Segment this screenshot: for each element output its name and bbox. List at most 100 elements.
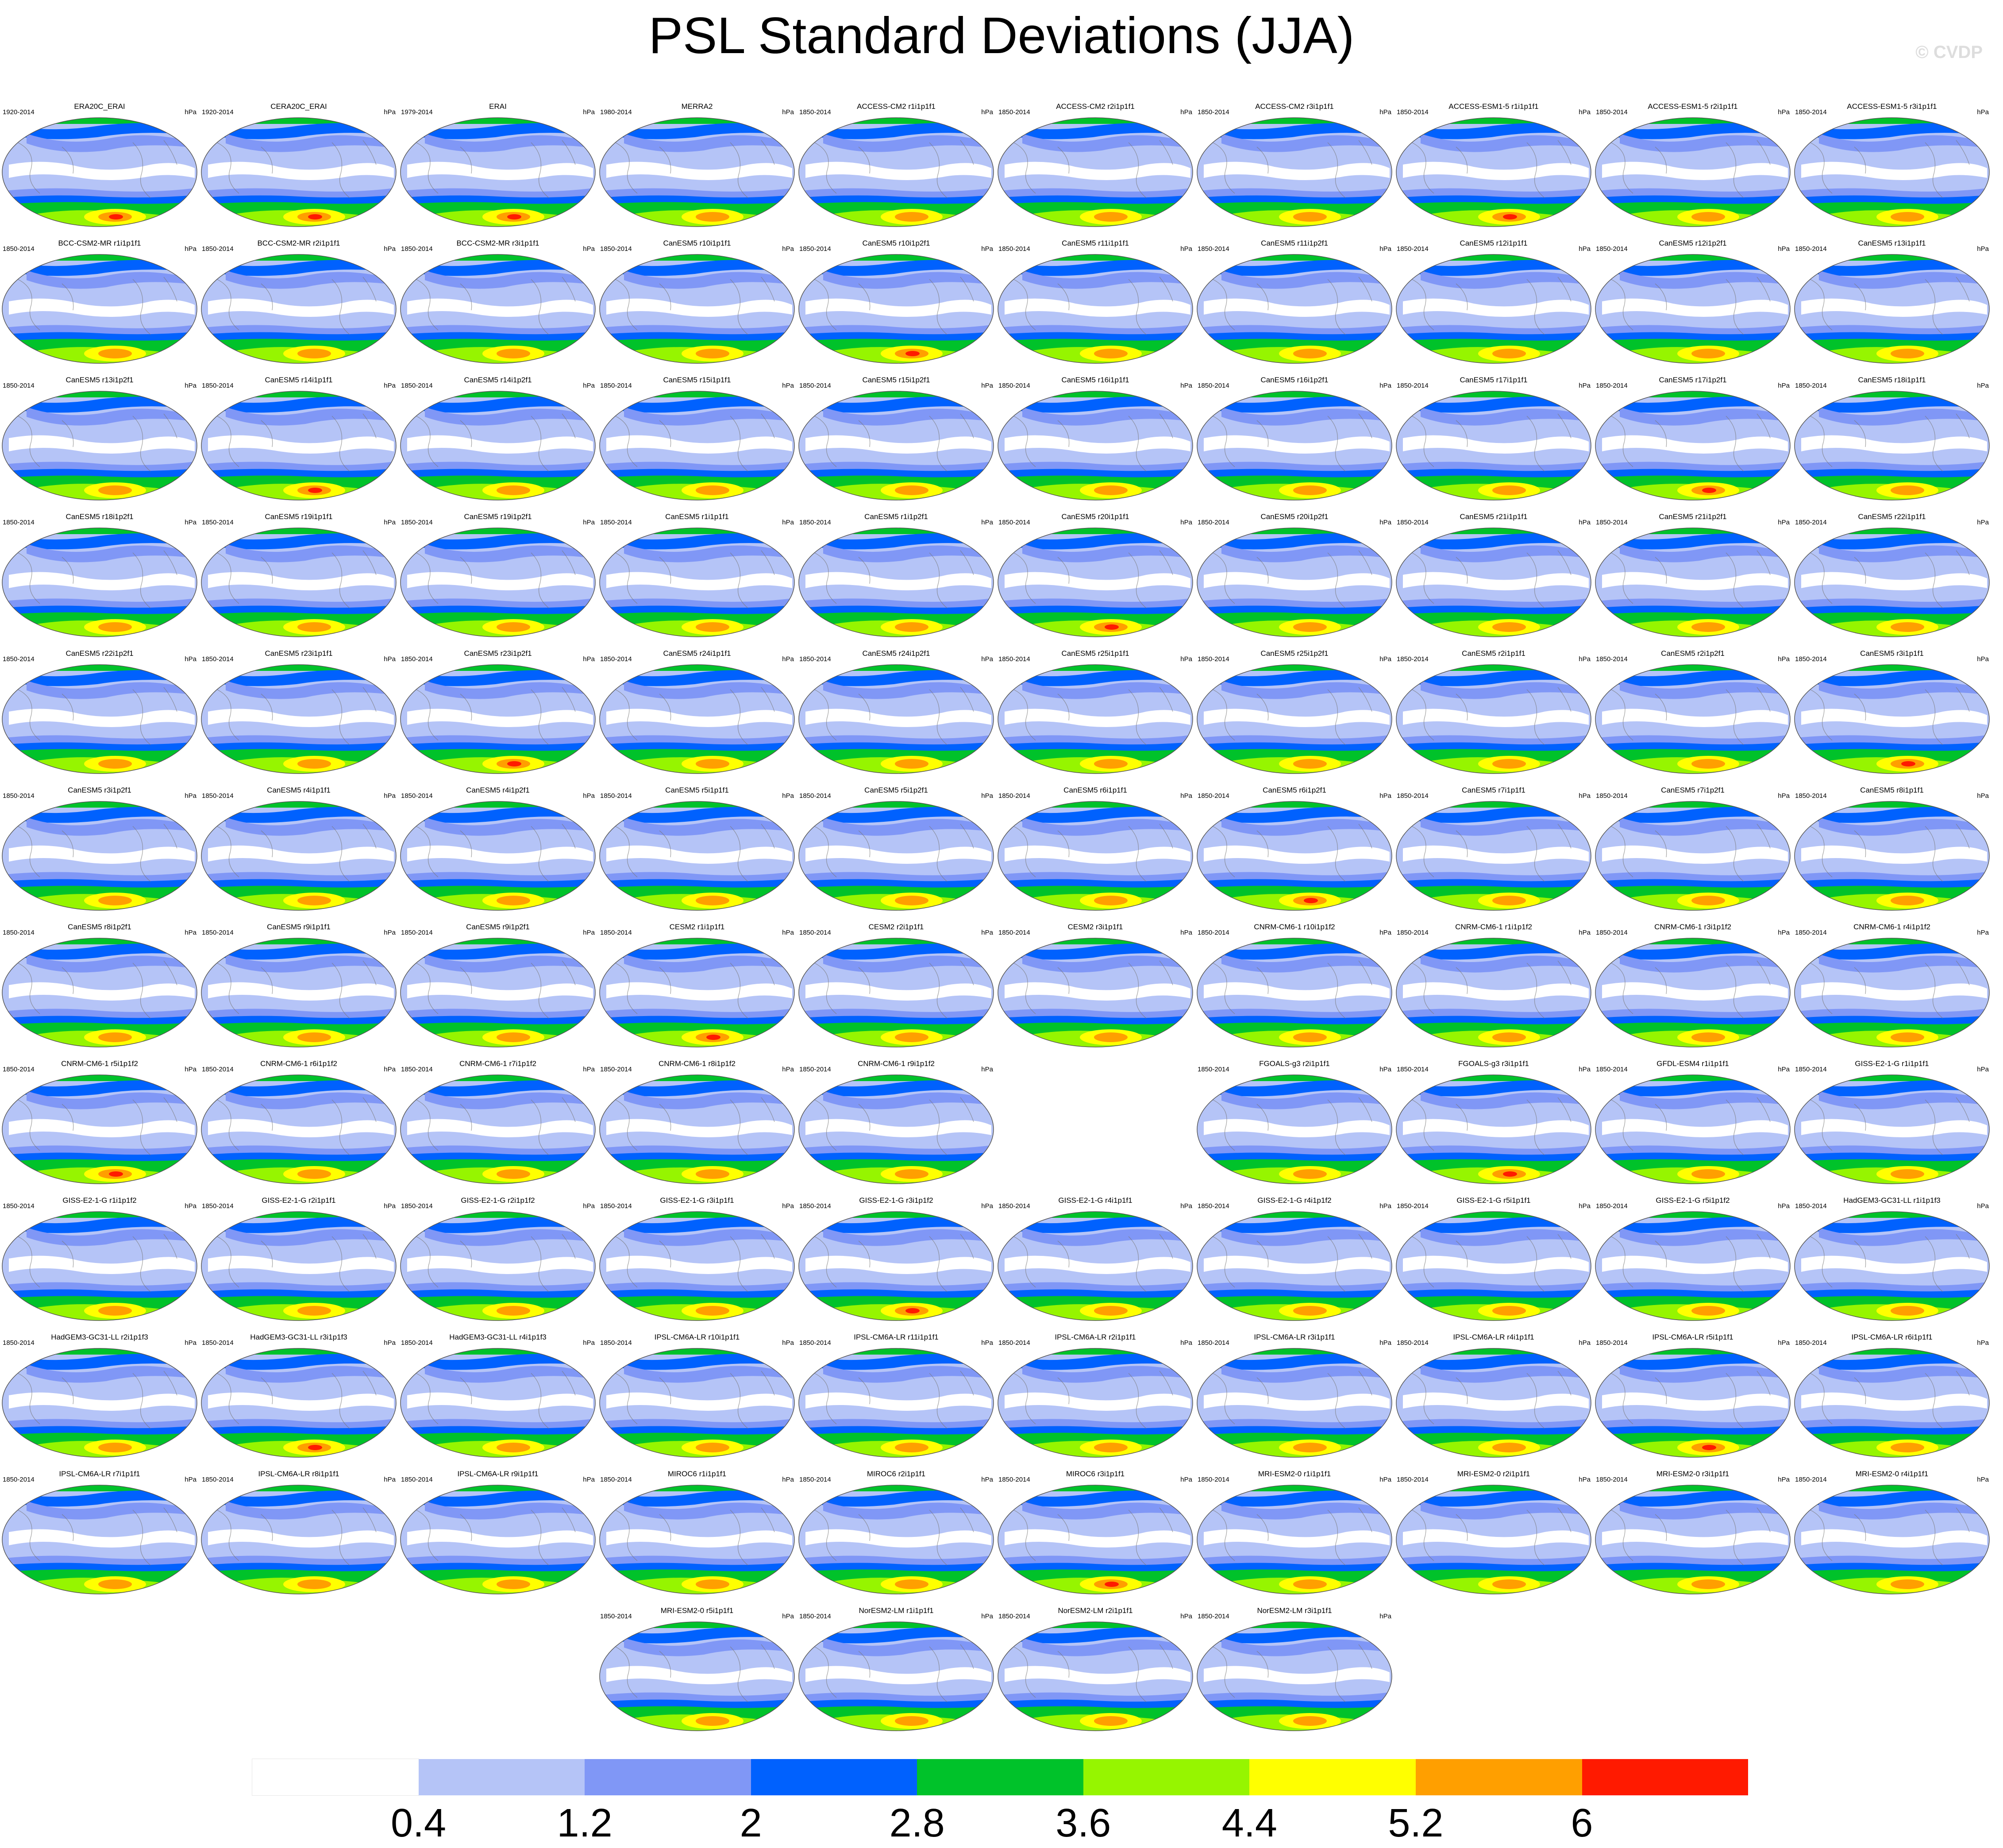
panel-title: CNRM-CM6-1 r1i1p1f2 [1455,923,1532,931]
colorbar-tick-label: 3.6 [1055,1801,1111,1845]
map-panel: CESM2 r1i1p1f1 1850-2014 hPa [597,923,797,1049]
map-plot [1396,527,1591,637]
map-plot [201,254,397,364]
panel-years: 1850-2014 [3,519,35,526]
panel-title: GISS-E2-1-G r4i1p1f2 [1257,1196,1332,1205]
panel-title: IPSL-CM6A-LR r6i1p1f1 [1851,1333,1933,1341]
map-panel: GISS-E2-1-G r4i1p1f2 1850-2014 hPa [1195,1197,1394,1323]
map-plot [998,1211,1193,1321]
panel-years: 1850-2014 [1795,655,1827,663]
panel-years: 1850-2014 [1596,1202,1628,1210]
map-panel: CanESM5 r24i1p1f1 1850-2014 hPa [597,650,797,776]
panel-unit: hPa [1180,245,1192,253]
panel-title: GISS-E2-1-G r1i1p1f2 [62,1196,137,1205]
panel-years: 1850-2014 [3,792,35,800]
panel-years: 1850-2014 [799,1613,831,1620]
map-plot [1197,254,1392,364]
map-panel: CanESM5 r6i1p1f1 1850-2014 hPa [996,786,1195,912]
map-panel: CNRM-CM6-1 r4i1p1f2 1850-2014 hPa [1792,923,1991,1049]
map-plot [400,117,596,227]
map-panel: MRI-ESM2-0 r5i1p1f1 1850-2014 hPa [597,1607,797,1733]
map-panel: CanESM5 r2i1p2f1 1850-2014 hPa [1593,650,1792,776]
panel-years: 1850-2014 [998,655,1030,663]
map-panel: CanESM5 r13i1p2f1 1850-2014 hPa [0,376,199,502]
map-panel: GISS-E2-1-G r5i1p1f2 1850-2014 hPa [1593,1197,1792,1323]
map-plot [599,527,795,637]
panel-title: CanESM5 r21i1p2f1 [1659,512,1727,521]
panel-unit: hPa [782,1202,794,1210]
panel-years: 1850-2014 [1795,245,1827,253]
map-panel: CanESM5 r1i1p2f1 1850-2014 hPa [797,513,996,639]
colorbar-tick-label: 4.4 [1221,1801,1277,1845]
panel-years: 1850-2014 [3,245,35,253]
panel-unit: hPa [384,655,396,663]
map-plot [400,801,596,911]
map-plot [998,254,1193,364]
map-panel: GISS-E2-1-G r2i1p1f1 1850-2014 hPa [199,1197,398,1323]
panel-years: 1850-2014 [401,1066,433,1073]
panel-unit: hPa [1180,108,1192,116]
map-plot [599,1211,795,1321]
map-panel: HadGEM3-GC31-LL r3i1p1f3 1850-2014 hPa [199,1333,398,1459]
panel-unit: hPa [1180,655,1192,663]
panel-unit: hPa [1579,1339,1591,1347]
map-panel-grid: ERA20C_ERAI 1920-2014 hPa CERA20C_ERAI 1920-… [0,102,1991,1733]
colorbar-swatch [1249,1759,1416,1795]
panel-title: HadGEM3-GC31-LL r2i1p1f3 [51,1333,148,1341]
map-plot [798,391,994,500]
map-panel: IPSL-CM6A-LR r7i1p1f1 1850-2014 hPa [0,1470,199,1596]
panel-unit: hPa [1778,108,1790,116]
panel-years: 1850-2014 [401,1476,433,1483]
panel-unit: hPa [384,382,396,389]
panel-unit: hPa [1579,382,1591,389]
map-panel: CanESM5 r7i1p2f1 1850-2014 hPa [1593,786,1792,912]
map-panel: CanESM5 r5i1p1f1 1850-2014 hPa [597,786,797,912]
panel-title: CanESM5 r13i1p2f1 [65,376,134,384]
map-panel: HadGEM3-GC31-LL r4i1p1f3 1850-2014 hPa [398,1333,597,1459]
panel-unit: hPa [1379,929,1391,936]
map-plot [1396,1485,1591,1594]
map-panel: CESM2 r3i1p1f1 1850-2014 hPa [996,923,1195,1049]
panel-unit: hPa [1180,1476,1192,1483]
panel-unit: hPa [1977,655,1989,663]
panel-unit: hPa [782,1066,794,1073]
panel-unit: hPa [981,1476,993,1483]
panel-unit: hPa [1180,1339,1192,1347]
map-plot [201,117,397,227]
map-plot [1794,1348,1990,1458]
panel-years: 1850-2014 [1397,245,1429,253]
panel-title: CanESM5 r6i1p2f1 [1263,786,1326,794]
panel-unit: hPa [185,1066,196,1073]
map-plot [798,527,994,637]
panel-title: CanESM5 r20i1p2f1 [1260,512,1329,521]
map-plot [798,1074,994,1184]
panel-title: MRI-ESM2-0 r3i1p1f1 [1656,1470,1730,1478]
panel-title: CanESM5 r18i1p2f1 [65,512,134,521]
panel-unit: hPa [1579,792,1591,800]
panel-title: CanESM5 r10i1p1f1 [663,239,731,247]
map-plot [1396,664,1591,774]
figure-title: PSL Standard Deviations (JJA) [648,7,1355,64]
panel-unit: hPa [1579,1202,1591,1210]
colorbar-tick-label: 6 [1571,1801,1593,1845]
map-plot [1595,1485,1791,1594]
map-plot [599,1621,795,1731]
map-plot [2,1074,197,1184]
panel-unit: hPa [1579,929,1591,936]
map-panel: CERA20C_ERAI 1920-2014 hPa [199,103,398,229]
panel-unit: hPa [1977,108,1989,116]
panel-title: MERRA2 [681,102,713,111]
panel-years: 1850-2014 [202,1202,234,1210]
panel-unit: hPa [1579,245,1591,253]
panel-years: 1850-2014 [799,1476,831,1483]
map-plot [1197,117,1392,227]
map-plot [201,1074,397,1184]
panel-unit: hPa [1379,382,1391,389]
panel-unit: hPa [1379,1339,1391,1347]
panel-years: 1850-2014 [600,1066,632,1073]
map-panel: IPSL-CM6A-LR r8i1p1f1 1850-2014 hPa [199,1470,398,1596]
panel-years: 1850-2014 [799,1339,831,1347]
panel-unit: hPa [981,382,993,389]
panel-years: 1850-2014 [600,1339,632,1347]
panel-unit: hPa [384,519,396,526]
